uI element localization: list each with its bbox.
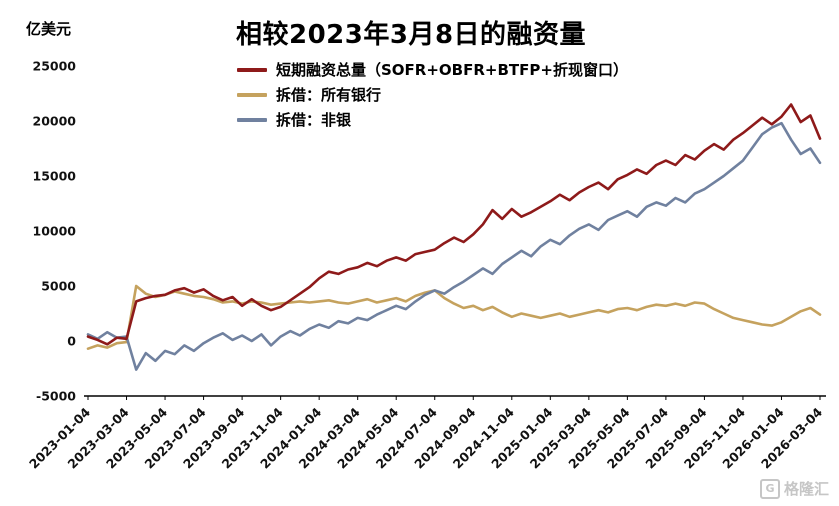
series-line-1 xyxy=(86,284,822,351)
legend-item-all-banks: 拆借：所有银行 xyxy=(237,82,628,107)
series-line-2 xyxy=(86,121,822,371)
y-tick-label: 0 xyxy=(67,334,76,349)
watermark-text: 格隆汇 xyxy=(783,480,829,498)
legend: 短期融资总量（SOFR+OBFR+BTFP+折现窗口） 拆借：所有银行 拆借：非… xyxy=(237,57,628,132)
watermark: G 格隆汇 xyxy=(759,478,829,499)
y-tick-label: 10000 xyxy=(33,224,77,239)
legend-item-non-banks: 拆借：非银 xyxy=(237,107,628,132)
legend-label-all-banks: 拆借：所有银行 xyxy=(276,86,382,104)
y-tick-label: -5000 xyxy=(36,389,76,404)
legend-swatch-total-financing xyxy=(237,67,267,72)
legend-label-non-banks: 拆借：非银 xyxy=(276,111,352,129)
watermark-logo-icon: G xyxy=(759,478,780,499)
legend-swatch-non-banks xyxy=(237,117,267,122)
y-tick-label: 20000 xyxy=(33,114,77,129)
series-line-0 xyxy=(86,103,822,346)
chart-title: 相较2023年3月8日的融资量 xyxy=(236,20,587,50)
y-tick-label: 5000 xyxy=(41,279,76,294)
legend-swatch-all-banks xyxy=(237,92,267,97)
y-tick-label: 25000 xyxy=(33,59,77,74)
y-tick-label: 15000 xyxy=(33,169,77,184)
legend-label-total-financing: 短期融资总量（SOFR+OBFR+BTFP+折现窗口） xyxy=(276,61,628,79)
y-axis-unit-label: 亿美元 xyxy=(26,20,72,38)
legend-item-total-financing: 短期融资总量（SOFR+OBFR+BTFP+折现窗口） xyxy=(237,57,628,82)
